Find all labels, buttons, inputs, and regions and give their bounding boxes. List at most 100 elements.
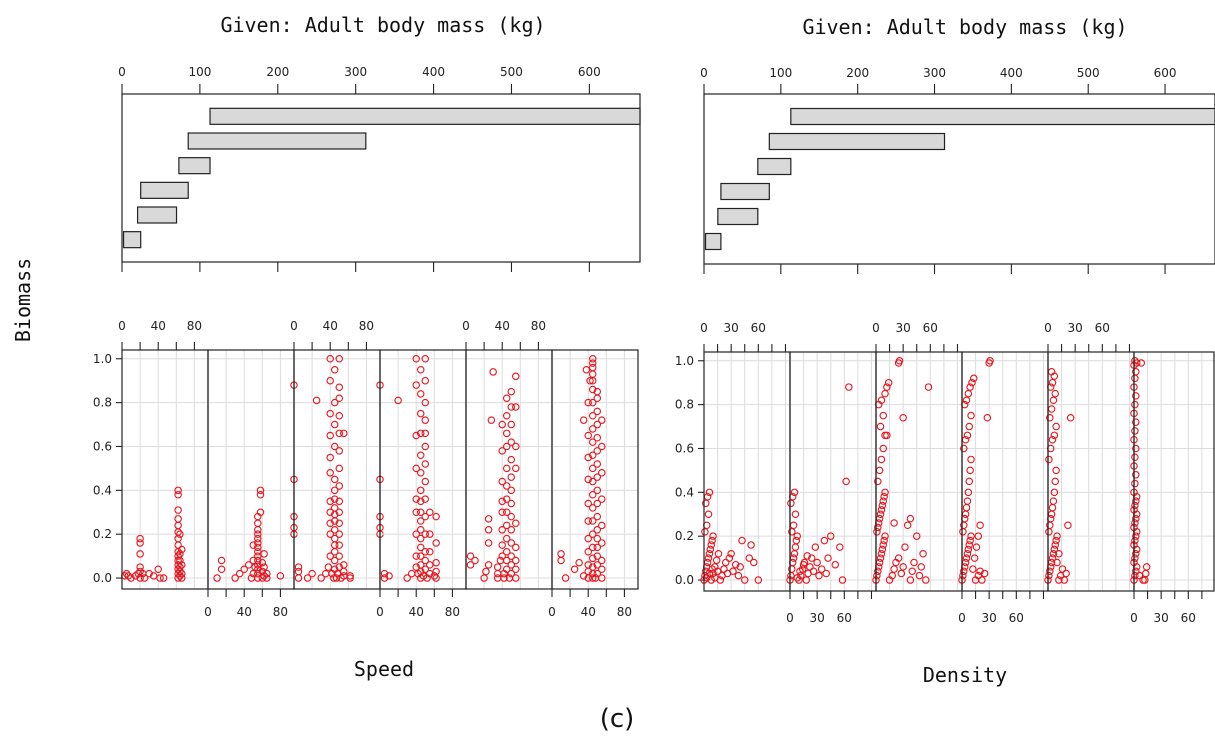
data-point <box>335 412 344 420</box>
data-point <box>176 550 184 558</box>
data-point <box>507 438 516 446</box>
data-point <box>502 464 511 473</box>
data-point <box>335 563 344 571</box>
data-point <box>593 420 602 429</box>
data-point <box>1062 569 1070 578</box>
data-point <box>432 539 440 547</box>
data-point <box>421 416 430 424</box>
data-point <box>512 574 520 582</box>
data-point <box>588 490 597 499</box>
data-point <box>136 534 144 543</box>
data-point <box>512 543 520 552</box>
data-point <box>1139 576 1147 584</box>
data-point <box>346 574 354 582</box>
panel-frame <box>121 349 209 590</box>
y-tick-label: 1.0 <box>93 352 112 366</box>
data-point <box>489 368 497 376</box>
data-point <box>983 414 992 422</box>
data-point <box>512 442 520 451</box>
data-point <box>512 464 520 473</box>
data-point <box>806 563 814 571</box>
data-point <box>593 433 602 442</box>
data-point <box>906 576 915 584</box>
data-point <box>584 398 592 407</box>
data-point <box>962 554 971 562</box>
data-point <box>326 497 334 506</box>
data-point <box>793 532 801 540</box>
data-point <box>880 492 888 501</box>
data-point <box>498 526 506 534</box>
data-point <box>1131 400 1139 409</box>
data-point <box>217 556 226 565</box>
x-tick-label: 30 <box>982 611 997 625</box>
data-point <box>394 396 402 405</box>
data-point <box>326 552 334 560</box>
data-point <box>965 477 973 486</box>
data-point <box>244 561 253 569</box>
conditioning-panels-left: 0.0 0.2 0.4 0.6 0.8 1.0 0 40 80 0 40 80 0 40 80 0 40 80 0 4… <box>93 319 639 619</box>
data-point <box>966 383 974 391</box>
data-point <box>796 567 804 576</box>
data-point <box>593 473 602 481</box>
data-point <box>903 521 912 529</box>
data-point <box>174 569 182 578</box>
data-point <box>335 394 344 402</box>
data-point <box>721 558 730 567</box>
conditioning-panel: 0 30 60 <box>872 321 963 592</box>
data-point <box>335 429 344 438</box>
data-point <box>1047 405 1056 413</box>
x-tick-label: 80 <box>359 319 374 333</box>
given-tick-label: 100 <box>188 65 211 79</box>
data-point <box>432 567 440 576</box>
data-point <box>256 486 265 495</box>
data-point <box>584 453 592 462</box>
data-point <box>335 482 344 490</box>
x-tick-label: 60 <box>1181 611 1196 625</box>
data-point <box>586 376 594 385</box>
data-point <box>877 549 886 558</box>
data-point <box>122 569 131 578</box>
data-point <box>416 561 425 569</box>
given-tick-label: 300 <box>344 65 367 79</box>
data-point <box>915 571 924 580</box>
x-tick-label: 0 <box>1130 611 1138 625</box>
data-point <box>254 569 262 578</box>
data-point <box>507 420 516 429</box>
data-point <box>802 576 811 584</box>
data-point <box>879 541 887 549</box>
data-point <box>593 499 602 508</box>
data-point <box>258 558 267 567</box>
data-point <box>1048 435 1057 444</box>
data-point <box>1142 563 1151 571</box>
data-point <box>502 547 511 556</box>
data-point <box>588 438 597 446</box>
data-point <box>740 576 749 584</box>
data-point <box>792 536 801 545</box>
data-point <box>346 572 354 580</box>
data-point <box>966 536 974 545</box>
data-point <box>906 514 915 523</box>
data-point <box>1051 477 1059 486</box>
data-point <box>254 539 262 547</box>
data-point <box>584 561 592 569</box>
data-point <box>326 469 334 477</box>
data-point <box>1132 514 1140 523</box>
given-tick-label: 0 <box>700 66 708 80</box>
data-point <box>588 355 597 363</box>
data-point <box>421 477 430 486</box>
data-point <box>706 545 715 554</box>
data-point <box>412 530 420 538</box>
data-point <box>254 561 262 569</box>
data-point <box>1047 510 1056 519</box>
x-tick-label: 60 <box>923 321 938 335</box>
data-point <box>1058 565 1067 573</box>
data-point <box>324 563 333 571</box>
data-point <box>484 539 493 547</box>
data-point <box>598 556 606 565</box>
data-point <box>593 552 602 560</box>
data-point <box>136 539 144 547</box>
data-point <box>917 563 926 571</box>
data-point <box>326 508 334 517</box>
data-point <box>145 569 153 578</box>
data-point <box>1050 431 1059 440</box>
